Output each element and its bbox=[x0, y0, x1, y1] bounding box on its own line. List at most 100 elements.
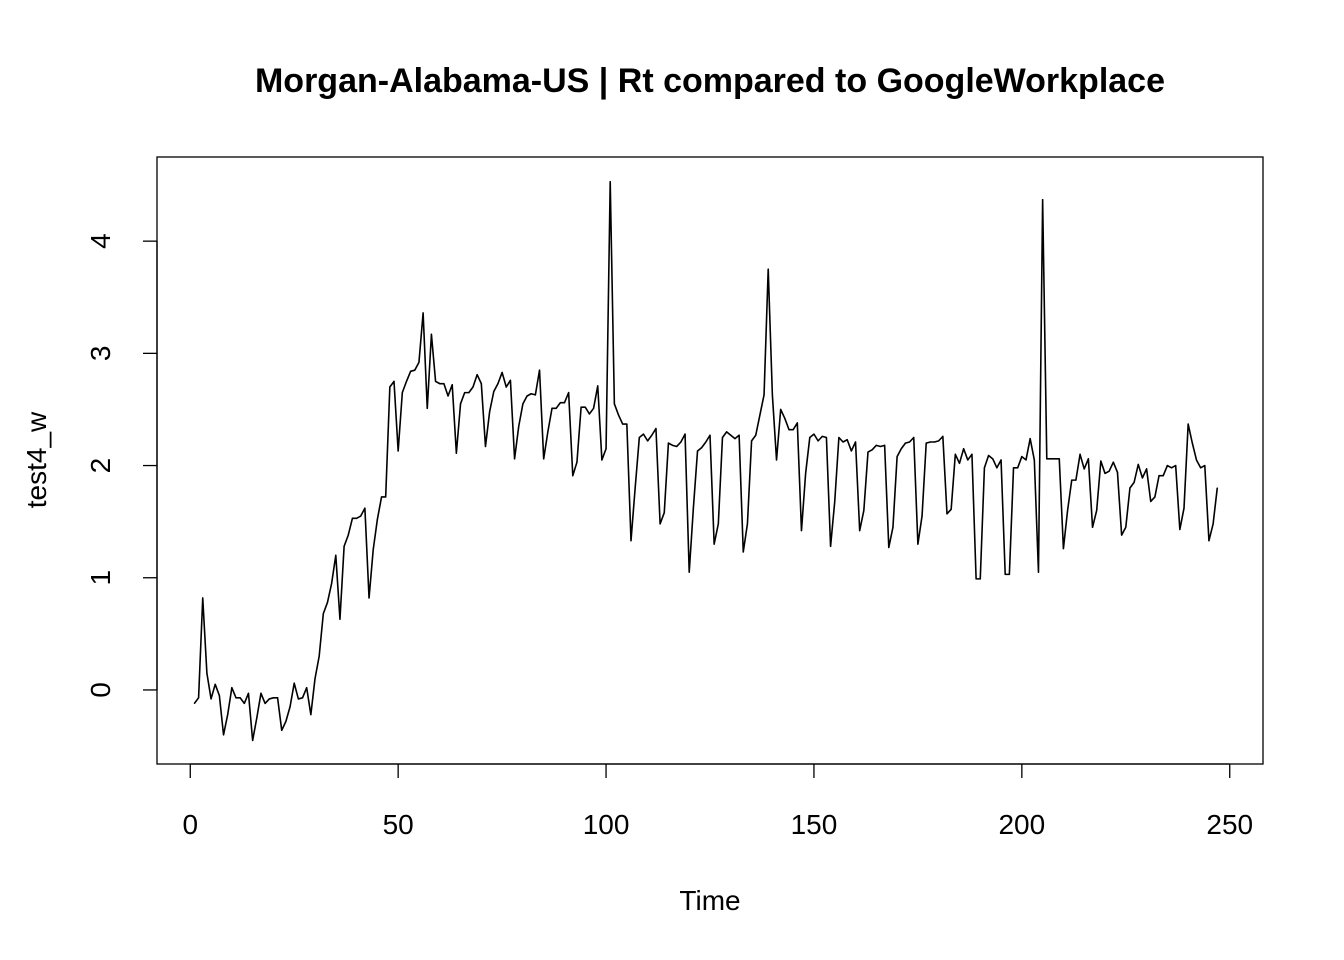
y-tick-label: 4 bbox=[85, 233, 116, 249]
data-point bbox=[1066, 509, 1069, 512]
data-point bbox=[692, 507, 694, 509]
data-point bbox=[235, 697, 237, 699]
data-point bbox=[1112, 461, 1114, 463]
data-point bbox=[218, 694, 220, 697]
data-point bbox=[459, 403, 462, 405]
data-point bbox=[667, 442, 670, 444]
data-point bbox=[268, 698, 270, 700]
y-axis-label: test4_w bbox=[21, 411, 52, 508]
data-point bbox=[518, 425, 520, 427]
data-point bbox=[443, 383, 445, 385]
data-point bbox=[563, 402, 566, 404]
data-point bbox=[568, 392, 570, 394]
data-point bbox=[696, 450, 699, 452]
data-point bbox=[351, 517, 354, 519]
data-point bbox=[842, 441, 844, 443]
data-point bbox=[252, 739, 254, 742]
data-point bbox=[1145, 468, 1148, 470]
data-point bbox=[651, 434, 653, 436]
data-point bbox=[231, 687, 233, 689]
data-point bbox=[434, 380, 437, 382]
data-point bbox=[555, 407, 557, 409]
chart-title: Morgan-Alabama-US | Rt compared to Googl… bbox=[255, 62, 1165, 100]
data-point bbox=[489, 411, 491, 413]
data-point bbox=[933, 441, 936, 443]
data-point bbox=[1012, 467, 1015, 469]
series-group bbox=[193, 180, 1219, 742]
data-point bbox=[1021, 455, 1023, 458]
data-point bbox=[680, 441, 682, 443]
data-point bbox=[310, 714, 312, 716]
data-point bbox=[742, 551, 744, 553]
data-point bbox=[1187, 423, 1189, 425]
data-point bbox=[734, 438, 736, 440]
data-point bbox=[825, 436, 828, 439]
data-point bbox=[854, 441, 857, 443]
data-point bbox=[601, 459, 603, 461]
data-point bbox=[405, 380, 408, 382]
data-point bbox=[1179, 528, 1181, 531]
data-point bbox=[1071, 479, 1073, 481]
data-point bbox=[1000, 459, 1002, 461]
data-point bbox=[813, 433, 815, 435]
data-point bbox=[272, 697, 275, 699]
data-point bbox=[1141, 477, 1144, 479]
data-point bbox=[792, 429, 794, 431]
data-point bbox=[1046, 458, 1048, 460]
data-point bbox=[1037, 571, 1040, 573]
data-point bbox=[256, 717, 258, 719]
data-point bbox=[592, 407, 595, 409]
x-tick-label: 150 bbox=[791, 809, 838, 840]
data-point bbox=[1125, 526, 1127, 528]
data-point bbox=[1029, 438, 1031, 440]
data-point bbox=[647, 440, 649, 442]
data-point bbox=[451, 384, 453, 386]
data-point bbox=[896, 455, 898, 458]
data-point bbox=[1083, 468, 1085, 470]
data-point bbox=[1116, 471, 1119, 473]
data-point bbox=[1087, 458, 1089, 460]
data-point bbox=[1137, 463, 1139, 466]
data-point bbox=[1042, 199, 1044, 201]
data-point bbox=[368, 597, 370, 599]
data-point bbox=[684, 433, 686, 435]
data-point bbox=[314, 678, 316, 680]
data-point bbox=[859, 530, 861, 532]
data-point bbox=[301, 697, 304, 699]
data-point bbox=[505, 386, 507, 388]
data-point bbox=[513, 458, 516, 460]
data-point bbox=[547, 431, 549, 433]
data-point bbox=[871, 449, 873, 451]
data-point bbox=[1108, 470, 1110, 472]
data-point bbox=[355, 517, 358, 519]
data-point bbox=[771, 394, 773, 396]
data-point bbox=[538, 369, 541, 371]
data-point bbox=[472, 386, 474, 388]
data-point bbox=[1091, 526, 1094, 528]
data-point bbox=[676, 445, 678, 448]
data-point bbox=[276, 697, 279, 699]
data-point bbox=[1104, 472, 1106, 474]
data-point bbox=[389, 386, 391, 388]
data-point bbox=[755, 434, 757, 436]
data-point bbox=[584, 406, 586, 408]
data-point bbox=[493, 390, 495, 393]
data-point bbox=[780, 408, 782, 411]
data-point bbox=[210, 698, 212, 700]
data-point bbox=[1058, 458, 1060, 460]
data-point bbox=[447, 395, 449, 397]
data-point bbox=[829, 545, 832, 547]
data-point bbox=[247, 692, 250, 694]
data-point bbox=[1129, 487, 1131, 489]
data-point bbox=[422, 312, 424, 314]
data-point bbox=[838, 436, 840, 439]
data-point bbox=[293, 682, 295, 684]
data-point bbox=[738, 434, 740, 436]
data-point bbox=[1033, 459, 1035, 461]
data-point bbox=[917, 543, 919, 545]
data-point bbox=[576, 461, 578, 463]
data-point bbox=[339, 618, 341, 620]
data-point bbox=[875, 444, 877, 446]
data-point bbox=[297, 698, 299, 700]
